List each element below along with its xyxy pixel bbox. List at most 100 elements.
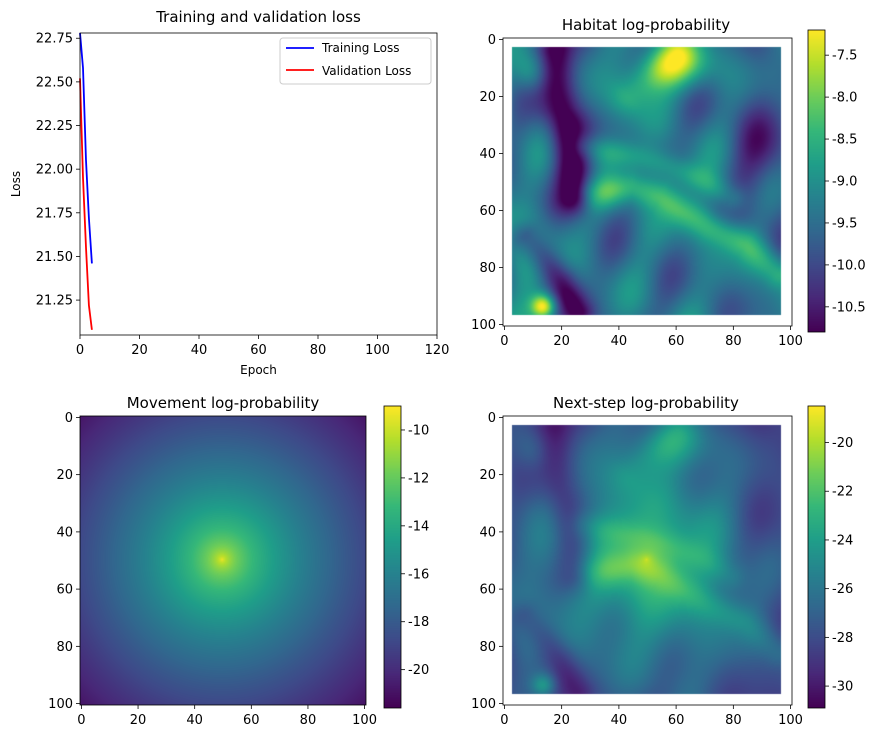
habitat-colorbar [808, 30, 825, 332]
movement-image-container [80, 416, 366, 705]
loss-series-training [79, 32, 93, 264]
loss-ylabel: Loss [9, 171, 23, 197]
nextstep-xtick-label: 60 [668, 713, 685, 728]
movement-cbar-tick-label: -14 [408, 519, 429, 534]
habitat-image-container [503, 38, 792, 326]
loss-xtick-label: 100 [365, 343, 390, 358]
loss-xtick-label: 40 [191, 343, 208, 358]
nextstep-yticks: 0 20 40 60 80 100 [471, 411, 503, 712]
movement-title: Movement log-probability [127, 394, 320, 412]
movement-panel: Movement log-probability 0 20 40 60 80 100 0 2… [48, 394, 429, 728]
habitat-title: Habitat log-probability [562, 16, 730, 34]
nextstep-panel: Next-step log-probability 0 20 40 60 80 100 0… [471, 394, 853, 728]
movement-heatmap [80, 416, 366, 705]
nextstep-cbar-tick-label: -26 [832, 582, 853, 597]
movement-ytick-label: 60 [56, 583, 73, 598]
movement-cbar-tick-label: -16 [408, 567, 429, 582]
habitat-cbar-tick-label: -8.0 [832, 91, 857, 106]
nextstep-axes-frame [502, 415, 793, 706]
nextstep-colorbar-container [808, 406, 825, 708]
habitat-cbar-tick-label: -10.0 [832, 258, 866, 273]
loss-ytick-label: 21.25 [36, 294, 73, 309]
loss-ytick-label: 21.50 [36, 250, 73, 265]
habitat-colorbar-ticks: -7.5 -8.0 -8.5 -9.0 -9.5 -10.0 -10.5 [825, 49, 866, 315]
habitat-ytick-label: 0 [488, 33, 496, 48]
nextstep-cbar-tick-label: -20 [832, 436, 853, 451]
nextstep-ytick-label: 80 [479, 640, 496, 655]
nextstep-cbar-tick-label: -24 [832, 533, 853, 548]
habitat-cbar-tick-label: -9.0 [832, 175, 857, 190]
habitat-ytick-label: 80 [479, 261, 496, 276]
legend-label-training: Training Loss [321, 41, 399, 55]
loss-yticks: 21.25 21.50 21.75 22.00 22.25 22.50 22.75 [36, 32, 80, 309]
movement-cbar-tick-label: -12 [408, 471, 429, 486]
movement-colorbar-frame [383, 405, 402, 709]
habitat-ytick-label: 100 [471, 318, 496, 333]
habitat-xticks: 0 20 40 60 80 100 [500, 326, 803, 349]
nextstep-xtick-label: 40 [611, 713, 628, 728]
movement-xticks: 0 20 40 60 80 100 [77, 705, 377, 728]
habitat-xtick-label: 0 [500, 334, 508, 349]
loss-lines [79, 32, 93, 330]
loss-xtick-label: 0 [76, 343, 84, 358]
movement-colorbar-ticks: -10 -12 -14 -16 -18 -20 [401, 423, 429, 678]
habitat-colorbar-container [808, 30, 825, 332]
movement-yticks: 0 20 40 60 80 100 [48, 411, 80, 712]
loss-xtick-label: 80 [310, 343, 327, 358]
loss-xtick-label: 20 [131, 343, 148, 358]
loss-ytick-label: 22.25 [36, 119, 73, 134]
movement-xtick-label: 60 [243, 713, 260, 728]
movement-ytick-label: 100 [48, 697, 73, 712]
nextstep-xtick-label: 0 [500, 713, 508, 728]
loss-ytick-label: 21.75 [36, 206, 73, 221]
nextstep-colorbar [808, 406, 825, 708]
loss-xtick-label: 120 [425, 343, 450, 358]
movement-xtick-label: 20 [130, 713, 147, 728]
habitat-panel: Habitat log-probability 0 20 40 60 80 100 0 20… [471, 16, 865, 349]
legend-label-validation: Validation Loss [322, 64, 411, 78]
habitat-ytick-label: 40 [479, 147, 496, 162]
movement-xtick-label: 80 [300, 713, 317, 728]
loss-xlabel: Epoch [240, 363, 277, 377]
movement-colorbar-container [384, 406, 401, 708]
movement-ytick-label: 40 [56, 525, 73, 540]
nextstep-ytick-label: 40 [479, 525, 496, 540]
legend-box [279, 37, 432, 85]
movement-axes-frame [79, 415, 367, 706]
habitat-xtick-label: 80 [725, 334, 742, 349]
habitat-ytick-label: 60 [479, 204, 496, 219]
nextstep-cbar-tick-label: -28 [832, 631, 853, 646]
habitat-cbar-tick-label: -7.5 [832, 49, 857, 64]
movement-colorbar [384, 406, 401, 708]
nextstep-xticks: 0 20 40 60 80 100 [500, 705, 803, 728]
loss-ytick-label: 22.75 [36, 32, 73, 47]
habitat-cbar-tick-label: -8.5 [832, 133, 857, 148]
habitat-cbar-tick-label: -9.5 [832, 216, 857, 231]
nextstep-colorbar-ticks: -20 -22 -24 -26 -28 -30 [825, 436, 853, 695]
nextstep-ytick-label: 20 [479, 468, 496, 483]
habitat-ytick-label: 20 [479, 90, 496, 105]
loss-xtick-label: 60 [250, 343, 267, 358]
nextstep-cbar-tick-label: -22 [832, 485, 853, 500]
nextstep-ytick-label: 60 [479, 583, 496, 598]
nextstep-ytick-label: 0 [488, 411, 496, 426]
habitat-heatmap [503, 38, 792, 326]
habitat-xtick-label: 100 [778, 334, 803, 349]
movement-cbar-tick-label: -18 [408, 615, 429, 630]
movement-xtick-label: 40 [186, 713, 203, 728]
nextstep-ytick-label: 100 [471, 697, 496, 712]
loss-legend: Training Loss Validation Loss [279, 37, 432, 85]
loss-ytick-label: 22.00 [36, 163, 73, 178]
nextstep-heatmap [503, 416, 792, 705]
habitat-cbar-tick-label: -10.5 [832, 300, 866, 315]
loss-series-validation [79, 78, 93, 330]
movement-xtick-label: 100 [352, 713, 377, 728]
loss-title: Training and validation loss [155, 8, 361, 26]
habitat-xtick-label: 20 [553, 334, 570, 349]
movement-ytick-label: 80 [56, 640, 73, 655]
nextstep-title: Next-step log-probability [553, 394, 739, 412]
nextstep-xtick-label: 100 [778, 713, 803, 728]
habitat-xtick-label: 40 [611, 334, 628, 349]
nextstep-colorbar-frame [807, 405, 826, 709]
